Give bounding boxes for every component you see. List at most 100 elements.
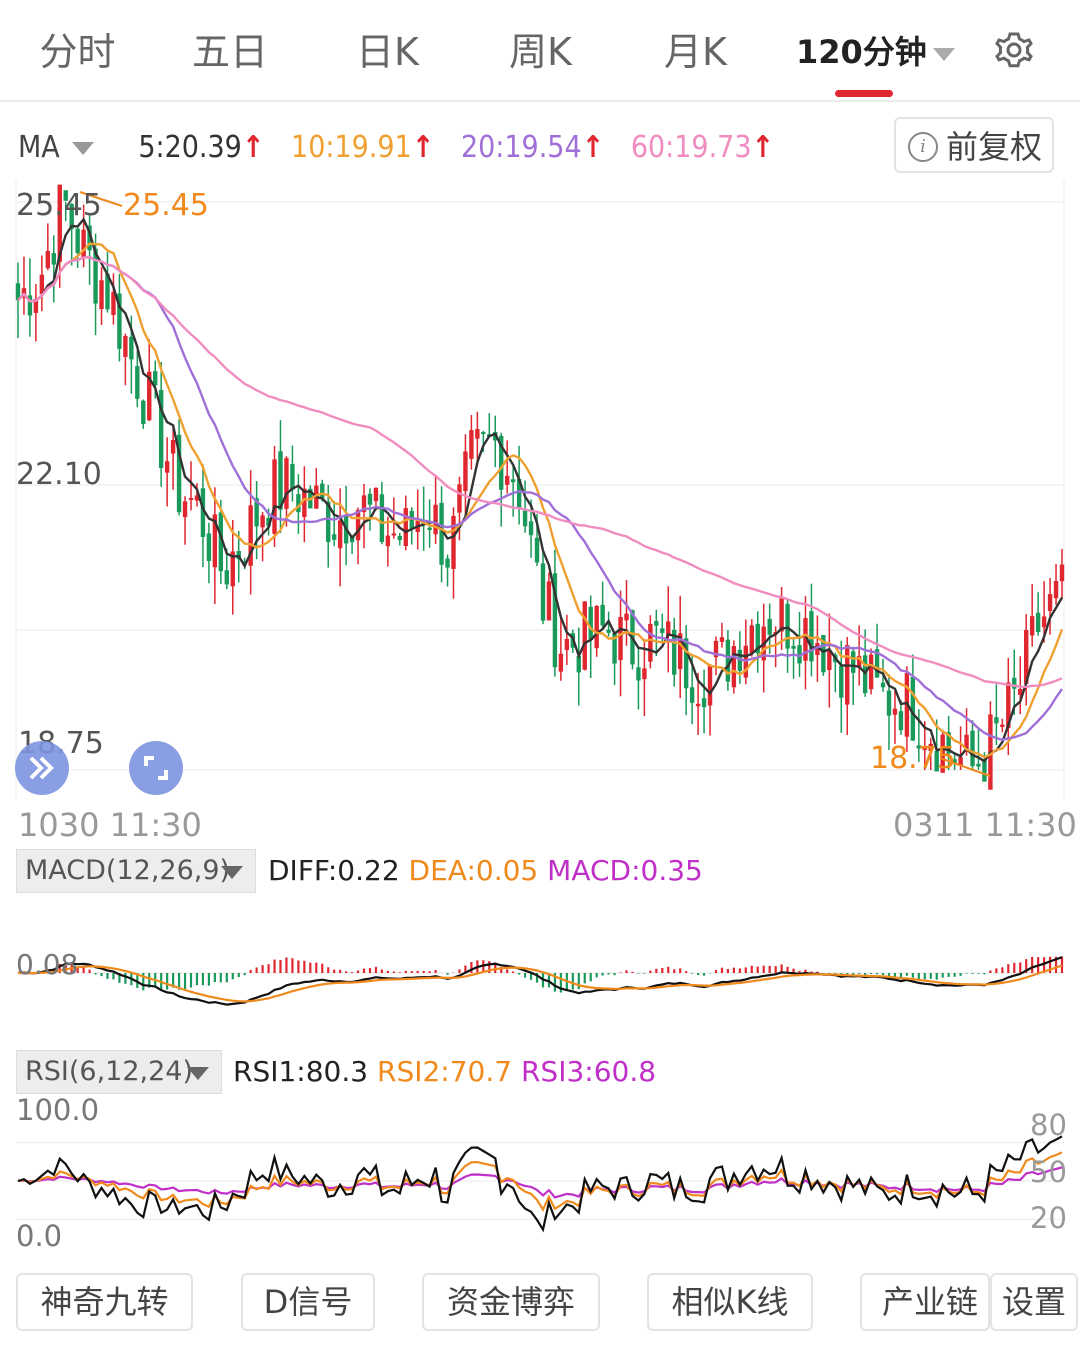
industry-chain-button[interactable]: 产业链 — [860, 1273, 990, 1331]
candle-body — [1012, 677, 1017, 689]
period-tabs: 分时 五日 日K 周K 月K 120分钟 — [0, 0, 1080, 102]
rsi1-value: RSI1:80.3 — [233, 1055, 369, 1088]
candle-body — [803, 618, 808, 661]
candle-body — [785, 603, 790, 649]
candle-body — [564, 638, 570, 650]
candle-body — [821, 635, 826, 673]
candle-body — [188, 498, 194, 501]
candle-body — [672, 629, 677, 675]
candle-body — [463, 451, 468, 492]
candle-body — [445, 558, 450, 568]
macd-selector[interactable]: MACD(12,26,9) — [16, 849, 256, 893]
candle-body — [230, 551, 235, 587]
candle-body — [845, 645, 850, 705]
candle-body — [546, 581, 552, 621]
candle-body — [266, 518, 271, 527]
candle-body — [439, 502, 444, 565]
expand-left-button[interactable] — [15, 741, 69, 795]
price-axis-top: 25.45 — [16, 188, 102, 223]
macd-dea: DEA:0.05 — [408, 854, 539, 887]
candle-body — [117, 293, 122, 349]
candle-body — [928, 743, 933, 751]
candle-body — [731, 646, 737, 688]
rsi-selector-label: RSI(6,12,24) — [25, 1056, 193, 1087]
macd-dea-line — [17, 964, 1063, 1003]
ma-selector[interactable]: MA — [18, 130, 112, 165]
candlestick-chart[interactable] — [0, 180, 1080, 800]
candle-body — [385, 535, 391, 547]
tab-five-day[interactable]: 五日 — [191, 30, 268, 74]
ma5-line — [17, 217, 1064, 763]
fullscreen-icon — [144, 756, 168, 780]
candle-body — [469, 430, 474, 459]
up-arrow-icon: ↑ — [751, 130, 775, 165]
candle-body — [326, 501, 331, 543]
candle-body — [260, 515, 265, 528]
tab-daily-k[interactable]: 日K — [356, 30, 419, 74]
settings-button[interactable]: 设置 — [990, 1273, 1078, 1331]
candle-body — [642, 668, 647, 680]
candle-body — [397, 535, 403, 541]
up-arrow-icon: ↑ — [241, 130, 265, 165]
capital-game-button[interactable]: 资金博弈 — [422, 1273, 600, 1331]
candle-body — [481, 432, 486, 435]
ma5-value: 5:20.39↑ — [138, 130, 265, 165]
candle-body — [248, 505, 253, 566]
double-chevron-right-icon — [29, 756, 54, 780]
magic-nine-turn-button[interactable]: 神奇九转 — [16, 1273, 193, 1331]
candle-body — [892, 708, 898, 715]
candle-body — [534, 537, 540, 563]
candle-body — [361, 495, 367, 513]
candle-body — [153, 371, 158, 386]
similar-k-line-button[interactable]: 相似K线 — [647, 1273, 813, 1331]
candle-body — [952, 759, 957, 764]
candle-body — [475, 429, 480, 439]
candle-body — [1035, 612, 1041, 632]
candle-body — [898, 711, 904, 731]
candle-body — [33, 298, 39, 313]
gear-icon[interactable] — [994, 26, 1042, 74]
rsi3-value: RSI3:60.8 — [520, 1055, 657, 1088]
candle-body — [200, 488, 206, 537]
d-signal-button[interactable]: D信号 — [241, 1273, 375, 1331]
candle-body — [182, 501, 188, 518]
rsi-right-80: 80 — [1030, 1108, 1067, 1142]
rsi2-line — [17, 1151, 1063, 1212]
tab-weekly-k[interactable]: 周K — [509, 30, 572, 74]
candle-body — [290, 463, 295, 490]
candle-body — [504, 475, 510, 485]
rsi-axis-top: 100.0 — [16, 1093, 100, 1127]
candle-body — [451, 515, 456, 569]
ma60-value: 60:19.73↑ — [630, 130, 775, 165]
candle-body — [552, 573, 558, 668]
ma20-line — [17, 255, 1063, 742]
candle-body — [45, 250, 51, 269]
adjust-type-button[interactable]: i 前复权 — [894, 117, 1054, 173]
rsi-selector[interactable]: RSI(6,12,24) — [16, 1050, 222, 1094]
low-price-annotation: 18.75 — [870, 741, 956, 776]
candle-body — [1053, 580, 1059, 599]
rsi-chart[interactable] — [0, 1095, 1080, 1255]
candle-body — [606, 629, 611, 633]
candle-body — [516, 478, 522, 509]
tab-monthly-k[interactable]: 月K — [664, 30, 727, 74]
candle-body — [87, 225, 92, 251]
fullscreen-button[interactable] — [129, 741, 183, 795]
candle-body — [689, 687, 695, 703]
high-price-annotation: 25.45 — [123, 188, 209, 223]
candle-body — [618, 617, 623, 661]
active-tab-indicator — [835, 90, 893, 97]
candle-body — [379, 494, 385, 543]
candle-body — [827, 650, 832, 670]
tab-timeshare[interactable]: 分时 — [39, 30, 116, 74]
up-arrow-icon: ↑ — [411, 130, 435, 165]
macd-chart[interactable] — [0, 895, 1080, 1045]
ma-legend: MA 5:20.39↑ 10:19.91↑ 20:19.54↑ 60:19.73… — [18, 125, 792, 171]
candle-body — [964, 734, 969, 753]
candle-body — [1041, 616, 1047, 628]
macd-diff-line — [17, 956, 1063, 1006]
candle-body — [600, 604, 605, 626]
candle-body — [660, 628, 665, 633]
candle-body — [39, 274, 45, 295]
tab-120-minute[interactable]: 120分钟 — [796, 22, 966, 82]
